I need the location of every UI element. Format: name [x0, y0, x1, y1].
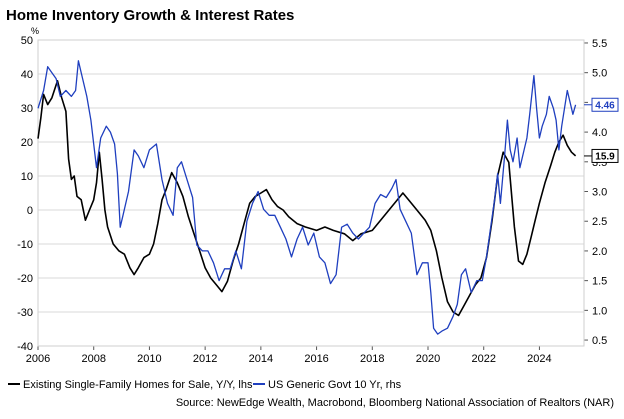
- right-axis: 5.55.04.54.03.53.02.52.01.51.00.5: [584, 38, 607, 347]
- legend: Existing Single-Family Homes for Sale, Y…: [8, 379, 402, 391]
- right-tick-label: 2.0: [592, 246, 607, 258]
- x-tick-label: 2012: [193, 353, 217, 365]
- left-tick-label: 10: [21, 171, 33, 183]
- left-tick-label: -40: [17, 341, 33, 353]
- last-value-label-10yr: 4.46: [595, 100, 615, 111]
- right-tick-label: 3.0: [592, 187, 607, 199]
- left-tick-label: 40: [21, 69, 33, 81]
- callouts: 15.9 4.46: [584, 97, 619, 163]
- left-tick-label: -30: [17, 307, 33, 319]
- left-tick-label: -20: [17, 273, 33, 285]
- x-tick-label: 2024: [527, 353, 551, 365]
- left-tick-label: 0: [27, 205, 33, 217]
- right-tick-label: 5.5: [592, 38, 607, 50]
- source-note: Source: NewEdge Wealth, Macrobond, Bloom…: [176, 397, 614, 409]
- chart-title: Home Inventory Growth & Interest Rates: [6, 7, 294, 24]
- right-tick-label: 0.5: [592, 335, 607, 347]
- last-value-label-homes: 15.9: [595, 151, 615, 162]
- series-line-10yr-yield: [37, 60, 577, 335]
- right-tick-label: 5.0: [592, 68, 607, 80]
- x-tick-label: 2018: [360, 353, 384, 365]
- left-axis: 50 40 30 20 10 0 -10 -20 -30 -40: [17, 35, 33, 353]
- right-tick-label: 1.5: [592, 276, 607, 288]
- left-tick-label: 20: [21, 137, 33, 149]
- legend-label-homes: Existing Single-Family Homes for Sale, Y…: [23, 379, 253, 391]
- x-tick-label: 2020: [416, 353, 440, 365]
- left-tick-label: 50: [21, 35, 33, 47]
- left-tick-label: 30: [21, 103, 33, 115]
- right-tick-label: 1.0: [592, 305, 607, 317]
- x-axis: 2006 2008 2010 2012 2014 2016 2018 2020 2022 2024: [26, 346, 552, 365]
- left-axis-unit: %: [31, 26, 39, 36]
- series-line-homes-for-sale: [37, 80, 577, 317]
- right-tick-label: 4.0: [592, 127, 607, 139]
- plot-area-border: [37, 39, 585, 347]
- left-tick-label: -10: [17, 239, 33, 251]
- x-tick-label: 2016: [304, 353, 328, 365]
- series-group: [37, 60, 577, 335]
- x-tick-label: 2022: [471, 353, 495, 365]
- x-tick-label: 2010: [137, 353, 161, 365]
- legend-label-10yr: US Generic Govt 10 Yr, rhs: [268, 379, 402, 391]
- right-tick-label: 2.5: [592, 216, 607, 228]
- x-tick-label: 2014: [249, 353, 273, 365]
- grid: [38, 39, 584, 347]
- x-tick-label: 2006: [26, 353, 50, 365]
- x-tick-label: 2008: [81, 353, 105, 365]
